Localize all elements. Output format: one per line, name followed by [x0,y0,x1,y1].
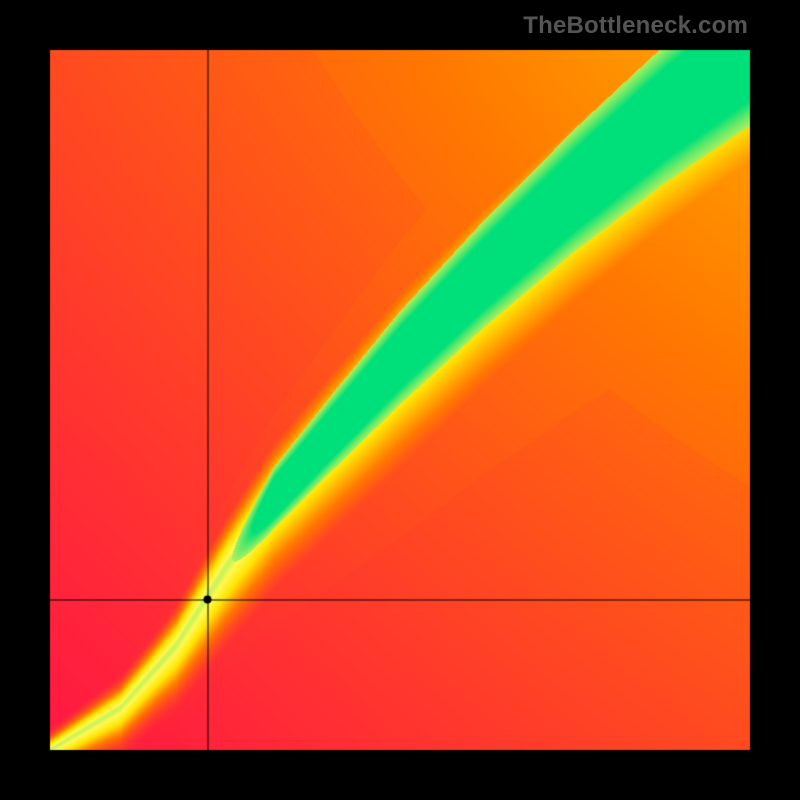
heatmap-canvas [0,0,800,800]
credit-text: TheBottleneck.com [523,12,748,40]
figure-container: TheBottleneck.com [0,0,800,800]
